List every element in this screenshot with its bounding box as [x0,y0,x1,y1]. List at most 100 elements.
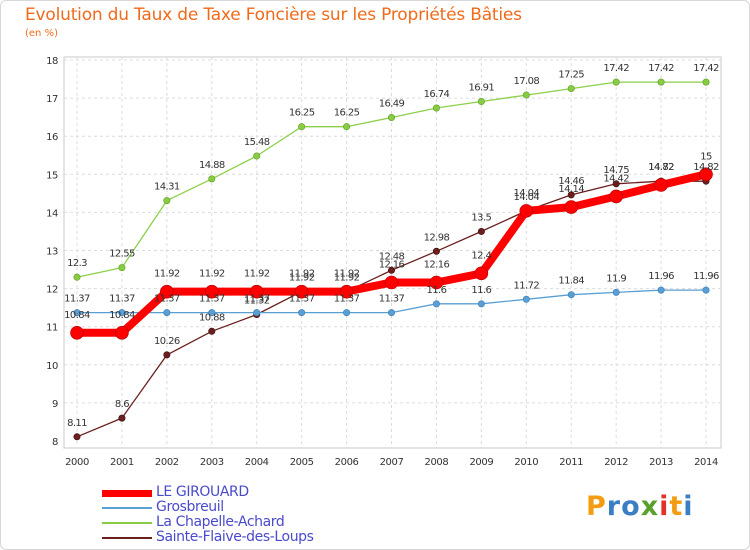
grid-lines [63,56,722,449]
data-label: 14.42 [603,173,629,184]
data-point [429,275,444,290]
y-tick-label: 11 [46,323,58,334]
data-label: 8.11 [67,418,87,429]
data-label: 11.37 [64,294,90,305]
x-tick-label: 2012 [604,457,628,468]
data-point [118,264,126,272]
x-tick-label: 2004 [245,457,269,468]
data-label: 11.32 [244,296,270,307]
data-label: 13.5 [471,212,491,223]
x-tick-label: 2014 [694,457,718,468]
y-tick-label: 15 [46,170,58,181]
data-point [388,114,396,122]
y-tick-label: 9 [52,399,58,410]
data-label: 11.92 [334,269,360,280]
data-point [388,266,396,274]
brand-letter: r [606,491,622,522]
data-label: 10.84 [64,310,90,321]
data-point [609,189,623,204]
data-point [567,291,575,299]
data-label: 11.37 [289,294,315,305]
x-tick-label: 2009 [469,457,493,468]
brand-letter: P [586,491,607,522]
data-point [612,180,620,188]
data-point [657,78,665,86]
data-label: 12.98 [424,232,450,243]
data-label: 11.92 [199,269,225,280]
data-label: 11.92 [244,269,270,280]
x-tick-label: 2006 [335,457,359,468]
data-label: 11.37 [244,294,270,305]
chart-title: Evolution du Taux de Taxe Foncière sur l… [25,5,522,25]
data-label: 14.04 [513,192,539,203]
data-label: 16.91 [469,83,495,94]
data-point [163,197,171,205]
data-point [73,433,81,441]
data-point [522,91,530,99]
data-label: 10.26 [154,336,180,347]
data-label: 11.6 [471,285,491,296]
data-point [477,300,485,308]
data-label: 12.4 [471,250,491,261]
x-tick-label: 2013 [649,457,673,468]
data-label: 11.6 [427,285,447,296]
data-label: 11.84 [558,276,584,287]
data-point [160,284,174,299]
data-label: 11.96 [648,271,674,282]
data-point [253,309,261,317]
data-point [163,351,171,359]
data-point [118,414,126,422]
data-point [654,178,668,192]
data-label: 11.37 [334,294,360,305]
data-label: 14.04 [513,188,539,199]
data-label: 14.82 [648,162,674,173]
unit-label: (en %) [25,28,58,39]
data-label: 11.92 [289,273,315,284]
data-label: 10.84 [109,310,135,321]
data-label: 17.42 [693,63,719,74]
data-point [564,200,579,214]
data-label: 12.16 [424,260,450,271]
data-label: 14.14 [558,184,584,195]
data-point [522,295,530,303]
legend-label: LE GIROUARD [156,484,249,500]
data-label: 14.46 [558,176,584,187]
data-point [519,204,534,218]
data-point [115,325,129,340]
data-label: 11.37 [109,294,135,305]
y-tick-label: 14 [46,208,58,219]
data-label: 17.42 [648,63,674,74]
data-label: 12.48 [379,251,405,262]
data-label: 17.42 [603,63,629,74]
brand-letter: i [659,491,670,522]
axes: 8 9 10 11 12 13 14 15 16 17 18 2000 2001 2002 2003 2004… [46,56,718,468]
legend-label: Sainte-Flaive-des-Loups [156,529,314,545]
data-label: 16.74 [424,89,450,100]
data-label: 16.49 [379,99,405,110]
data-point [294,284,309,299]
data-point [432,247,440,255]
data-label: 11.72 [513,280,539,291]
data-point [702,78,710,86]
data-point [567,85,575,93]
data-point [208,309,216,317]
brand-logo: Proxiti [586,491,694,522]
data-point [298,309,306,317]
data-point [208,327,216,335]
data-label: 14.75 [603,165,629,176]
data-point [343,123,351,131]
legend-swatch [102,522,152,524]
data-point [118,309,126,317]
data-point [432,104,440,112]
data-label: 10.88 [199,312,225,323]
data-point [699,167,713,182]
data-labels: 12.3 12.55 14.31 14.88 15.48 16.25 16.25 16.49 1… [64,63,719,429]
x-tick-label: 2003 [200,457,224,468]
legend-label: Grosbreuil [156,499,224,515]
data-point [477,227,485,235]
series-group [70,78,713,441]
data-label: 14.88 [199,160,225,171]
y-tick-label: 16 [46,132,58,143]
